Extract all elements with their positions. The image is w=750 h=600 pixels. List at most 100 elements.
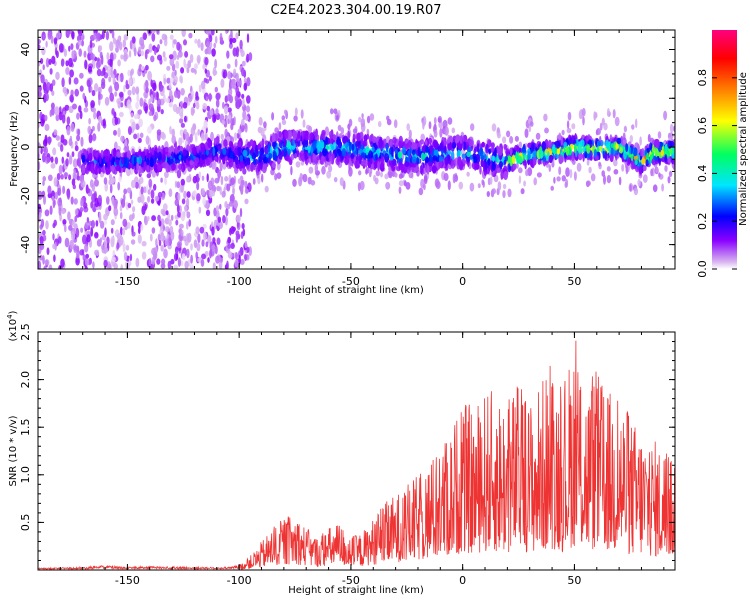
spectral-blob — [629, 184, 632, 192]
spectral-blob — [123, 251, 128, 261]
spectral-blob — [300, 109, 304, 119]
spectral-blob — [412, 142, 418, 150]
spectral-blob — [257, 162, 261, 172]
spectral-blob — [580, 139, 585, 148]
spectral-blob — [571, 123, 576, 130]
spectral-blob — [202, 197, 207, 206]
spectral-blob — [192, 190, 198, 197]
spectral-blob — [223, 69, 228, 79]
spectral-blob — [44, 259, 50, 266]
spectral-blob — [68, 57, 73, 68]
spectral-blob — [228, 42, 233, 49]
spectral-blob — [99, 237, 103, 243]
spectral-blob — [157, 151, 162, 161]
spectral-blob — [81, 39, 84, 47]
spectral-blob — [287, 129, 293, 140]
spectral-blob — [107, 264, 112, 269]
spectral-blob — [133, 47, 137, 57]
spectral-blob — [133, 133, 138, 140]
spectral-blob — [58, 111, 63, 121]
spectral-blob — [65, 67, 70, 75]
spectral-blob — [560, 136, 564, 146]
spectral-blob — [544, 127, 549, 134]
spectral-blob — [109, 183, 113, 194]
spectral-blob — [290, 165, 293, 176]
spectral-blob — [195, 226, 200, 235]
spectral-blob — [348, 142, 352, 152]
spectral-blob — [116, 242, 120, 250]
spectral-blob — [180, 111, 184, 119]
spectral-blob — [322, 147, 327, 157]
spectral-blob — [123, 53, 128, 62]
spectral-blob — [173, 264, 179, 269]
spectral-blob — [488, 148, 491, 155]
spectral-blob — [502, 190, 506, 199]
y-tick-label: -40 — [19, 236, 32, 254]
spectral-blob — [42, 176, 46, 182]
spectral-blob — [229, 37, 233, 45]
spectral-blob — [503, 143, 508, 150]
spectral-blob — [160, 177, 163, 183]
spectral-blob — [199, 157, 203, 167]
spectral-blob — [144, 49, 148, 60]
spectral-blob — [135, 123, 140, 130]
spectral-blob — [164, 177, 167, 186]
spectral-blob — [385, 144, 389, 153]
spectral-blob — [101, 54, 104, 65]
spectral-blob — [136, 94, 140, 103]
spectral-blob — [72, 103, 77, 110]
spectral-blob — [650, 168, 653, 177]
spectral-blob — [141, 240, 147, 247]
spectral-blob — [200, 146, 205, 154]
spectral-blob — [46, 247, 50, 255]
spectral-blob — [375, 170, 381, 177]
spectral-blob — [61, 114, 66, 124]
spectral-blob — [536, 172, 542, 178]
spectral-blob — [451, 127, 456, 134]
spectral-blob — [196, 181, 200, 191]
spectral-blob — [61, 209, 66, 215]
spectral-blob — [459, 135, 463, 144]
spectral-blob — [102, 118, 106, 127]
spectral-blob — [497, 181, 502, 191]
spectral-blob — [113, 53, 117, 60]
spectral-blob — [112, 147, 117, 158]
spectral-blob — [226, 63, 231, 69]
spectral-blob — [71, 31, 75, 40]
spectral-blob — [242, 168, 247, 175]
spectral-blob — [180, 260, 184, 267]
spectral-blob — [103, 219, 108, 225]
spectral-blob — [550, 185, 554, 191]
spectral-blob — [148, 43, 153, 53]
spectral-blob — [106, 196, 110, 205]
spectral-blob — [113, 199, 117, 210]
spectral-blob — [99, 155, 102, 165]
spectral-blob — [118, 91, 124, 98]
spectral-blob — [284, 109, 287, 115]
spectral-blob — [615, 142, 619, 150]
spectral-blob — [171, 128, 175, 137]
spectral-blob — [76, 112, 80, 120]
spectral-blob — [249, 149, 254, 156]
spectral-blob — [55, 50, 59, 59]
spectral-blob — [145, 64, 149, 71]
spectral-blob — [197, 128, 201, 136]
spectral-blob — [663, 110, 668, 121]
spectral-blob — [194, 38, 198, 44]
spectral-blob — [148, 103, 154, 112]
spectral-blob — [601, 117, 605, 126]
spectral-blob — [538, 149, 544, 159]
spectral-blob — [149, 233, 153, 242]
spectral-blob — [573, 171, 577, 181]
spectral-blob — [606, 108, 610, 117]
spectral-blob — [103, 149, 108, 157]
spectral-blob — [230, 242, 235, 249]
spectral-blob — [569, 136, 572, 144]
spectral-blob — [522, 160, 527, 166]
spectral-blob — [432, 165, 437, 174]
spectral-blob — [509, 147, 513, 156]
spectral-blob — [489, 176, 493, 185]
spectral-blob — [370, 140, 373, 148]
spectral-blob — [199, 226, 205, 234]
